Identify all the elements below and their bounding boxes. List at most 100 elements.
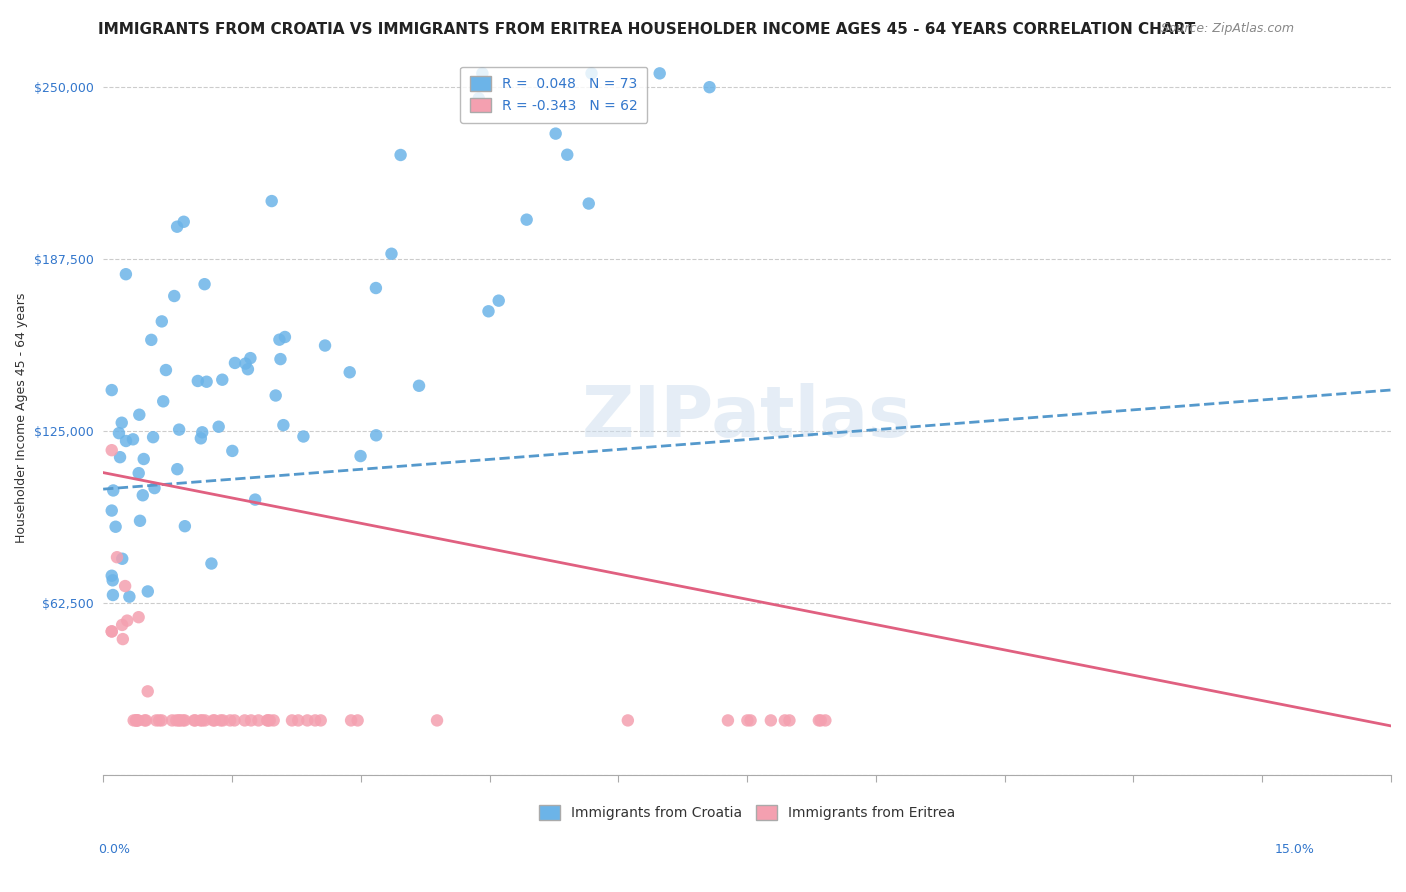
Point <box>211 373 233 387</box>
Point <box>142 430 165 444</box>
Point <box>195 375 218 389</box>
Point <box>118 590 141 604</box>
Point <box>100 568 122 582</box>
Point <box>169 714 191 728</box>
Point <box>240 714 263 728</box>
Point <box>143 481 166 495</box>
Point <box>212 714 235 728</box>
Point <box>111 632 134 646</box>
Point <box>364 281 387 295</box>
Point <box>648 66 671 80</box>
Text: Source: ZipAtlas.com: Source: ZipAtlas.com <box>1160 22 1294 36</box>
Point <box>516 212 538 227</box>
Point <box>339 365 361 379</box>
Point <box>349 449 371 463</box>
Point <box>221 444 243 458</box>
Point <box>219 714 242 728</box>
Point <box>167 714 190 728</box>
Point <box>135 714 157 728</box>
Point <box>814 714 837 728</box>
Point <box>148 714 170 728</box>
Point <box>209 714 232 728</box>
Point <box>366 428 388 442</box>
Point <box>100 383 122 397</box>
Legend: Immigrants from Croatia, Immigrants from Eritrea: Immigrants from Croatia, Immigrants from… <box>533 800 960 826</box>
Point <box>104 520 127 534</box>
Point <box>193 277 215 292</box>
Point <box>340 714 363 728</box>
Point <box>263 714 285 728</box>
Point <box>100 624 122 639</box>
Point <box>191 425 214 440</box>
Point <box>243 492 266 507</box>
Point <box>380 246 402 260</box>
Point <box>408 378 430 392</box>
Point <box>256 714 278 728</box>
Point <box>129 514 152 528</box>
Point <box>257 714 280 728</box>
Point <box>194 714 217 728</box>
Point <box>233 714 256 728</box>
Point <box>152 394 174 409</box>
Point <box>759 714 782 728</box>
Point <box>273 418 295 433</box>
Point <box>111 551 134 566</box>
Point <box>136 584 159 599</box>
Point <box>128 408 150 422</box>
Point <box>807 714 830 728</box>
Point <box>173 519 195 533</box>
Point <box>259 714 281 728</box>
Point <box>810 714 832 728</box>
Point <box>141 333 163 347</box>
Point <box>191 714 214 728</box>
Point <box>488 293 510 308</box>
Point <box>150 314 173 328</box>
Point <box>467 91 489 105</box>
Text: 15.0%: 15.0% <box>1275 843 1315 856</box>
Point <box>204 714 226 728</box>
Point <box>200 557 222 571</box>
Point <box>224 714 246 728</box>
Point <box>127 714 149 728</box>
Point <box>114 579 136 593</box>
Point <box>145 714 167 728</box>
Text: ZIPatlas: ZIPatlas <box>582 383 912 452</box>
Point <box>172 714 194 728</box>
Point <box>717 714 740 728</box>
Point <box>297 714 319 728</box>
Point <box>173 714 195 728</box>
Point <box>309 714 332 728</box>
Point <box>108 450 131 465</box>
Point <box>224 356 246 370</box>
Point <box>699 80 721 95</box>
Point <box>125 714 148 728</box>
Y-axis label: Householder Income Ages 45 - 64 years: Householder Income Ages 45 - 64 years <box>15 293 28 542</box>
Point <box>208 419 231 434</box>
Point <box>389 148 412 162</box>
Point <box>166 462 188 476</box>
Point <box>136 684 159 698</box>
Point <box>778 714 800 728</box>
Point <box>167 423 190 437</box>
Point <box>101 574 124 588</box>
Point <box>132 488 155 502</box>
Point <box>236 362 259 376</box>
Point <box>101 588 124 602</box>
Point <box>111 618 134 632</box>
Point <box>617 714 640 728</box>
Point <box>166 219 188 234</box>
Point <box>128 466 150 480</box>
Point <box>115 267 138 281</box>
Point <box>165 714 187 728</box>
Point <box>269 333 291 347</box>
Point <box>134 714 156 728</box>
Point <box>346 714 368 728</box>
Point <box>287 714 309 728</box>
Point <box>128 610 150 624</box>
Point <box>274 330 297 344</box>
Text: 0.0%: 0.0% <box>98 843 131 856</box>
Point <box>740 714 762 728</box>
Point <box>235 357 257 371</box>
Point <box>555 147 578 161</box>
Point <box>100 624 122 639</box>
